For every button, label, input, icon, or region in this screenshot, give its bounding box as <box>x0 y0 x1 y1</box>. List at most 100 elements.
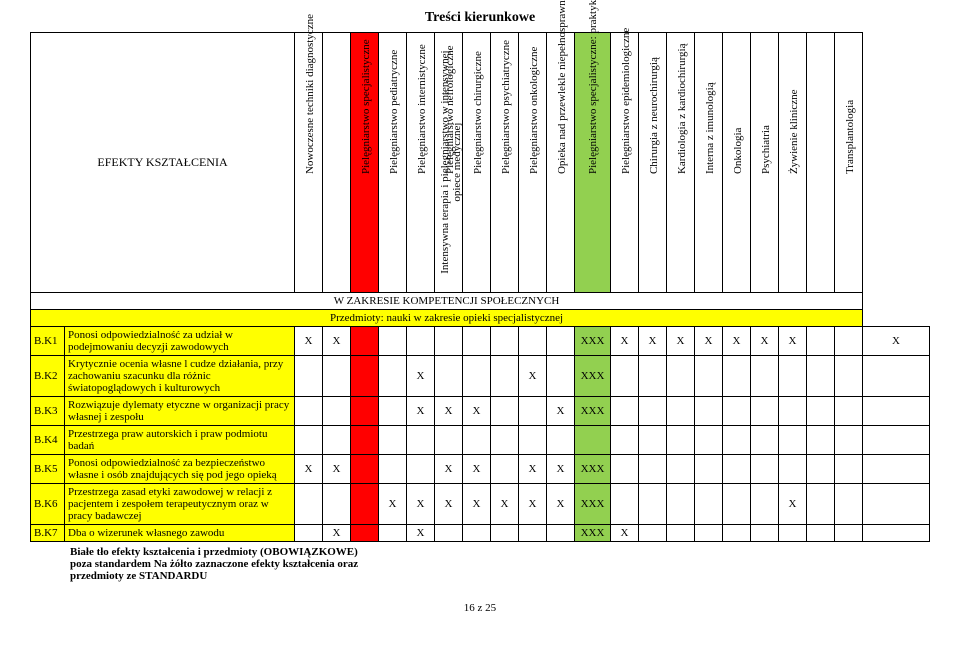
mark-cell <box>611 455 639 484</box>
mark-cell: X <box>779 484 807 525</box>
mark-cell: X <box>723 327 751 356</box>
section-row: W ZAKRESIE KOMPETENCJI SPOŁECZNYCH <box>31 293 930 310</box>
mark-cell: X <box>611 525 639 542</box>
mark-cell <box>835 397 863 426</box>
mark-cell <box>323 484 351 525</box>
mark-cell <box>723 356 751 397</box>
mark-cell <box>351 397 379 426</box>
column-header-label: Pielęgniarstwo specjalistyczne: praktyka… <box>586 151 598 175</box>
mark-cell: X <box>407 397 435 426</box>
mark-cell: X <box>667 327 695 356</box>
section-label: W ZAKRESIE KOMPETENCJI SPOŁECZNYCH <box>31 293 863 310</box>
mark-cell <box>547 525 575 542</box>
mark-cell: X <box>547 455 575 484</box>
column-header-label: Nowoczesne techniki diagnostyczne <box>304 151 316 175</box>
mark-cell <box>863 356 930 397</box>
mark-cell <box>667 397 695 426</box>
mark-cell <box>295 397 323 426</box>
row-code: B.K3 <box>31 397 65 426</box>
mark-cell <box>695 525 723 542</box>
mark-cell: X <box>611 327 639 356</box>
column-header: Transplantologia <box>835 33 863 293</box>
mark-cell <box>639 484 667 525</box>
header-row: EFEKTY KSZTAŁCENIA Nowoczesne techniki d… <box>31 33 930 293</box>
row-desc: Ponosi odpowiedzialność za udział w pode… <box>65 327 295 356</box>
mark-cell <box>751 455 779 484</box>
mark-cell <box>547 356 575 397</box>
mark-cell <box>611 426 639 455</box>
mark-cell: X <box>751 327 779 356</box>
mark-cell: X <box>323 327 351 356</box>
page: Treści kierunkowe EFEKTY KSZTAŁCENIA Now… <box>0 0 960 624</box>
column-header-label: Pielęgniarstwo chirurgiczne <box>472 151 484 175</box>
mark-cell <box>351 484 379 525</box>
mark-cell <box>351 327 379 356</box>
mark-cell: X <box>435 455 463 484</box>
section-row: Przedmioty: nauki w zakresie opieki spec… <box>31 310 930 327</box>
mark-cell <box>611 356 639 397</box>
header-label-cell: EFEKTY KSZTAŁCENIA <box>31 33 295 293</box>
mark-cell <box>463 426 491 455</box>
column-header: Psychiatria <box>751 33 779 293</box>
column-header: Pielęgniarstwo chirurgiczne <box>463 33 491 293</box>
mark-cell <box>547 327 575 356</box>
mark-cell <box>491 356 519 397</box>
mark-cell <box>519 327 547 356</box>
mark-cell <box>779 356 807 397</box>
mark-cell: X <box>407 484 435 525</box>
column-header: Kardiologia z kardiochirurgią <box>667 33 695 293</box>
mark-cell <box>379 525 407 542</box>
mark-cell: X <box>863 327 930 356</box>
mark-cell <box>351 455 379 484</box>
table-row: B.K1Ponosi odpowiedzialność za udział w … <box>31 327 930 356</box>
mark-cell <box>379 327 407 356</box>
column-header-label: Pielęgniarstwo pediatryczne <box>388 151 400 175</box>
mark-cell <box>463 356 491 397</box>
mark-cell <box>323 356 351 397</box>
row-desc: Rozwiązuje dylematy etyczne w organizacj… <box>65 397 295 426</box>
mark-cell <box>323 397 351 426</box>
mark-cell: XXX <box>575 525 611 542</box>
mark-cell <box>379 455 407 484</box>
mark-cell: X <box>435 484 463 525</box>
column-header: Chirurgia z neurochirurgią <box>639 33 667 293</box>
effects-table: EFEKTY KSZTAŁCENIA Nowoczesne techniki d… <box>30 32 930 542</box>
mark-cell <box>723 484 751 525</box>
row-code: B.K4 <box>31 426 65 455</box>
column-header: Pielęgniarstwo internistyczne <box>407 33 435 293</box>
column-header: Intensywna terapia i pielęgniarstwo w in… <box>323 33 351 293</box>
mark-cell <box>435 426 463 455</box>
mark-cell <box>379 356 407 397</box>
mark-cell <box>295 356 323 397</box>
column-header: Pielęgniarstwo onkologiczne <box>519 33 547 293</box>
row-desc: Dba o wizerunek własnego zawodu <box>65 525 295 542</box>
mark-cell: X <box>295 455 323 484</box>
mark-cell <box>351 525 379 542</box>
mark-cell: X <box>519 455 547 484</box>
table-row: B.K7Dba o wizerunek własnego zawoduXXXXX… <box>31 525 930 542</box>
mark-cell <box>751 397 779 426</box>
column-header: Pielęgniarstwo epidemiologiczne <box>611 33 639 293</box>
mark-cell <box>639 426 667 455</box>
table-row: B.K6Przestrzega zasad etyki zawodowej w … <box>31 484 930 525</box>
mark-cell <box>695 484 723 525</box>
mark-cell <box>695 397 723 426</box>
mark-cell <box>295 484 323 525</box>
mark-cell <box>519 525 547 542</box>
mark-cell <box>695 426 723 455</box>
mark-cell <box>639 397 667 426</box>
mark-cell: X <box>547 484 575 525</box>
column-header-label: Transplantologia <box>844 151 856 175</box>
mark-cell <box>779 397 807 426</box>
mark-cell <box>407 455 435 484</box>
column-header-gap <box>807 33 835 293</box>
row-desc: Przestrzega praw autorskich i praw podmi… <box>65 426 295 455</box>
gap-cell <box>807 525 835 542</box>
mark-cell: X <box>323 525 351 542</box>
column-header: Interna z imunologią <box>695 33 723 293</box>
table-row: B.K4Przestrzega praw autorskich i praw p… <box>31 426 930 455</box>
row-code: B.K2 <box>31 356 65 397</box>
mark-cell: X <box>435 397 463 426</box>
gap-cell <box>807 327 835 356</box>
footnote: Białe tło efekty kształcenia i przedmiot… <box>70 546 370 582</box>
